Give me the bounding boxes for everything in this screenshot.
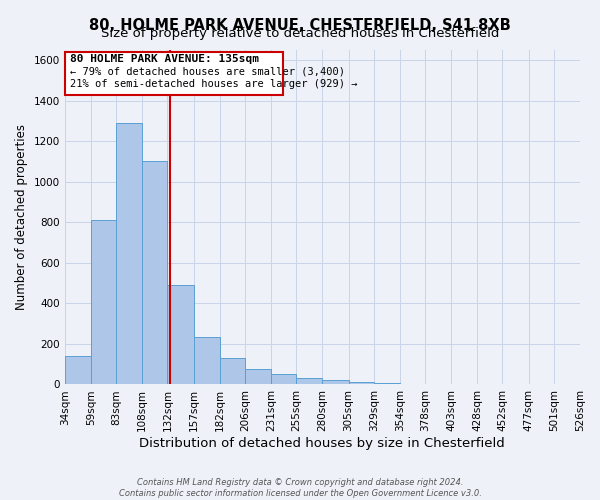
Bar [349,382,374,384]
Bar [296,378,322,384]
Bar [91,220,116,384]
Bar [116,123,142,384]
Bar [220,358,245,384]
Bar [167,285,193,384]
Bar [193,337,220,384]
Bar [322,380,349,384]
Text: 80, HOLME PARK AVENUE, CHESTERFIELD, S41 8XB: 80, HOLME PARK AVENUE, CHESTERFIELD, S41… [89,18,511,32]
Text: 80 HOLME PARK AVENUE: 135sqm: 80 HOLME PARK AVENUE: 135sqm [70,54,259,64]
Text: Size of property relative to detached houses in Chesterfield: Size of property relative to detached ho… [101,28,499,40]
Bar [271,374,296,384]
Text: ← 79% of detached houses are smaller (3,400): ← 79% of detached houses are smaller (3,… [70,66,345,76]
Text: Contains HM Land Registry data © Crown copyright and database right 2024.
Contai: Contains HM Land Registry data © Crown c… [119,478,481,498]
FancyBboxPatch shape [65,52,283,94]
Y-axis label: Number of detached properties: Number of detached properties [15,124,28,310]
Text: 21% of semi-detached houses are larger (929) →: 21% of semi-detached houses are larger (… [70,80,358,90]
X-axis label: Distribution of detached houses by size in Chesterfield: Distribution of detached houses by size … [139,437,505,450]
Bar [245,370,271,384]
Bar [65,356,91,384]
Bar [142,162,167,384]
